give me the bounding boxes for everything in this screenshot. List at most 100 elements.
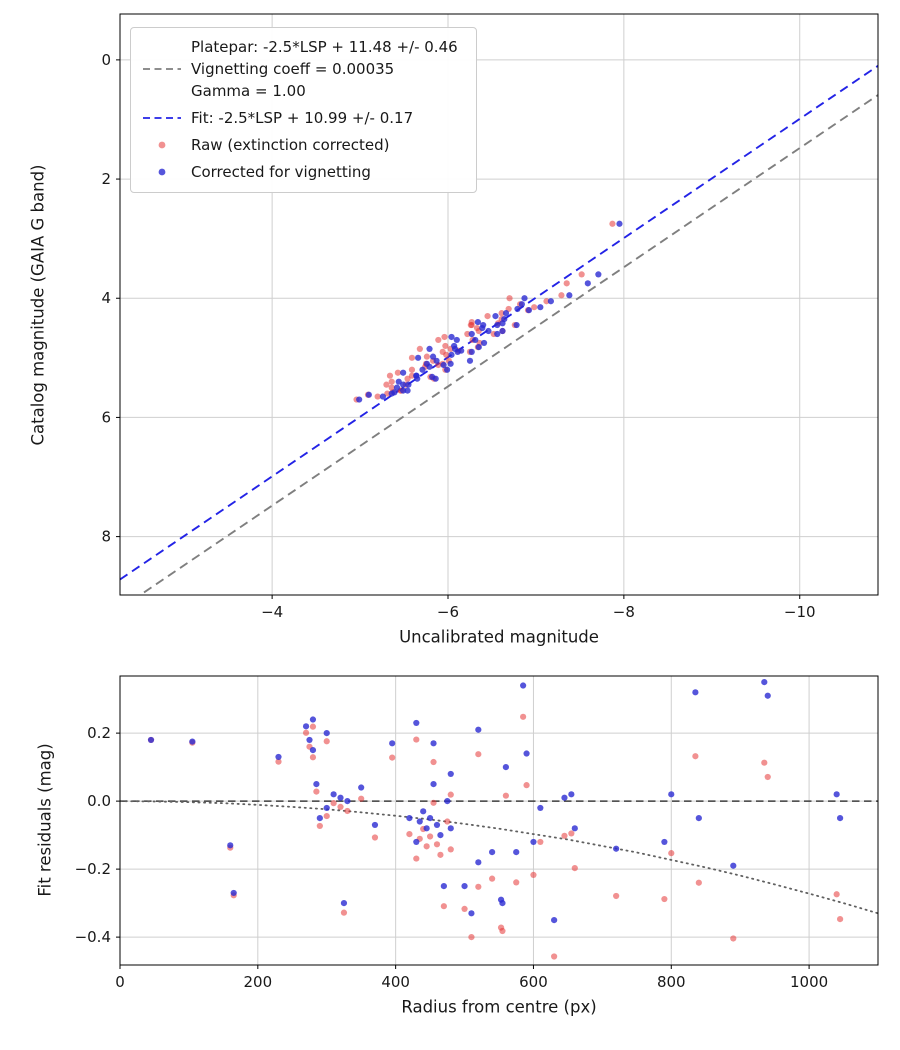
data-point <box>230 889 237 897</box>
platepar-dash-swatch-icon <box>141 62 183 76</box>
data-point <box>571 825 578 832</box>
data-point <box>423 843 430 850</box>
data-point <box>499 900 506 907</box>
data-point <box>833 891 840 898</box>
data-point <box>513 321 520 329</box>
data-point <box>448 333 455 341</box>
data-point <box>340 900 348 907</box>
data-point <box>668 850 675 857</box>
y-tick-label: 6 <box>101 408 111 426</box>
data-point <box>695 879 702 886</box>
data-point <box>451 342 458 350</box>
data-point <box>388 378 395 385</box>
data-point <box>441 333 448 341</box>
data-point <box>531 304 538 311</box>
data-point <box>379 393 387 400</box>
data-point <box>371 834 379 841</box>
data-point <box>692 753 699 760</box>
data-point <box>406 831 413 838</box>
data-point <box>584 280 591 287</box>
corrected-marker-swatch-svg <box>158 168 166 176</box>
x-tick-label: 1000 <box>790 973 828 991</box>
data-point <box>609 220 616 227</box>
x-tick-label: −8 <box>613 603 635 621</box>
data-point <box>692 689 699 696</box>
data-point <box>423 353 430 360</box>
data-point <box>461 905 468 913</box>
data-point <box>430 740 437 747</box>
data-point <box>499 927 506 935</box>
data-point <box>371 821 379 829</box>
data-point <box>468 348 475 355</box>
data-point <box>408 354 416 361</box>
residuals-chart-series-corrected <box>147 679 844 924</box>
data-point <box>400 387 407 394</box>
data-point <box>313 781 320 788</box>
data-point <box>530 838 537 846</box>
data-point <box>494 321 501 329</box>
data-point <box>475 726 482 733</box>
x-tick-label: 400 <box>381 973 410 991</box>
data-point <box>435 336 442 344</box>
data-point <box>547 298 554 305</box>
data-point <box>613 892 620 900</box>
data-point <box>426 833 434 840</box>
data-point <box>419 366 426 373</box>
x-tick-label: −6 <box>437 603 459 621</box>
data-point <box>474 318 481 326</box>
data-point <box>447 791 454 798</box>
magnitude-fit-chart-ticks <box>116 59 801 599</box>
fit-dash-swatch-svg <box>143 117 181 119</box>
data-point <box>444 818 451 825</box>
top-chart-ylabel: Catalog magnitude (GAIA G band) <box>28 164 48 446</box>
data-point <box>447 360 454 367</box>
data-point <box>358 795 365 802</box>
data-point <box>384 390 391 397</box>
bottom-chart-xlabel: Radius from centre (px) <box>401 997 597 1017</box>
data-point <box>433 841 441 848</box>
data-point <box>475 859 482 866</box>
data-point <box>475 344 482 351</box>
data-point <box>389 754 396 761</box>
y-tick-label: 0 <box>101 51 111 69</box>
data-point <box>330 791 337 798</box>
data-point <box>537 304 544 311</box>
legend-corrected-label: Corrected for vignetting <box>191 163 371 181</box>
data-point <box>404 387 411 394</box>
magnitude-fit-chart-tick-labels: −4 −6 −8 −10 0 2 4 6 8 <box>101 51 815 621</box>
data-point <box>543 298 550 305</box>
data-point <box>661 895 668 903</box>
data-point <box>416 818 423 825</box>
data-point <box>302 729 310 736</box>
data-point <box>468 934 475 941</box>
data-point <box>413 372 420 379</box>
data-point <box>480 339 488 347</box>
data-point <box>521 295 528 302</box>
data-point <box>695 815 702 822</box>
y-tick-label: 8 <box>101 528 111 546</box>
legend-entry-raw: Raw (extinction corrected) <box>141 134 458 156</box>
data-point <box>568 830 575 837</box>
data-point <box>730 862 737 869</box>
corrected-marker-dot <box>158 168 166 176</box>
x-tick-label: 600 <box>519 973 548 991</box>
data-point <box>316 815 323 822</box>
raw-marker-dot <box>158 141 166 149</box>
data-point <box>523 782 530 789</box>
data-point <box>502 792 509 799</box>
data-point <box>537 804 544 812</box>
data-point <box>423 825 430 832</box>
data-point <box>393 384 401 391</box>
data-point <box>227 842 234 849</box>
data-point <box>485 327 492 335</box>
residuals-chart-series-raw <box>147 713 844 960</box>
data-point <box>730 935 737 942</box>
data-point <box>408 372 416 379</box>
data-point <box>444 366 451 373</box>
data-point <box>551 953 558 960</box>
data-point <box>561 832 568 839</box>
data-point <box>323 812 330 820</box>
data-point <box>439 348 446 355</box>
data-point <box>448 351 455 358</box>
data-point <box>537 838 544 846</box>
